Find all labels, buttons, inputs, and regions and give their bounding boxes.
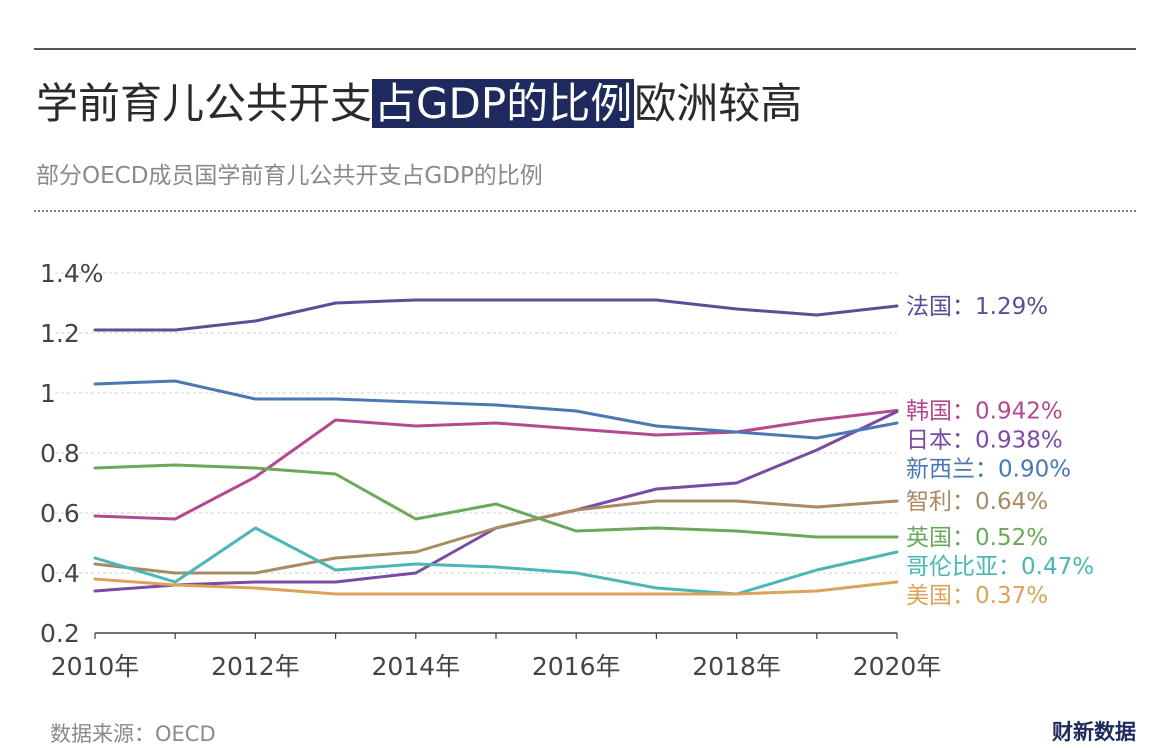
top-rule: [34, 48, 1136, 50]
series-label-日本: 日本：0.938%: [906, 427, 1063, 453]
x-tick-label: 2018年: [692, 652, 781, 681]
series-label-美国: 美国：0.37%: [906, 583, 1048, 609]
x-tick-label: 2012年: [211, 652, 300, 681]
series-line-法国: [93, 298, 899, 332]
page-title: 学前育儿公共开支占GDP的比例欧洲较高: [36, 76, 802, 132]
series-line-哥伦比亚: [93, 526, 899, 596]
series-label-法国: 法国：1.29%: [906, 294, 1048, 320]
dotted-divider: [34, 210, 1136, 212]
series-label-新西兰: 新西兰：0.90%: [906, 456, 1071, 482]
x-tick-label: 2010年: [51, 652, 140, 681]
series-line-新西兰: [93, 379, 899, 440]
x-tick-label: 2020年: [853, 652, 942, 681]
series-label-智利: 智利：0.64%: [906, 489, 1048, 515]
series-line-美国: [93, 577, 899, 596]
series-label-哥伦比亚: 哥伦比亚：0.47%: [906, 554, 1094, 580]
series-line-智利: [93, 499, 899, 575]
y-tick-label: 0.8: [40, 439, 80, 468]
y-tick-label: 0.4: [40, 559, 80, 588]
series-line-英国: [93, 463, 899, 539]
y-tick-label: 0.6: [40, 499, 80, 528]
data-source: 数据来源：OECD: [50, 722, 216, 746]
y-tick-label: 0.2: [40, 619, 80, 648]
title-pre: 学前育儿公共开支: [36, 79, 373, 128]
y-tick-label: 1.2: [40, 319, 80, 348]
series-label-韩国: 韩国：0.942%: [906, 398, 1063, 424]
x-tick-label: 2014年: [371, 652, 460, 681]
series-layer: [93, 298, 899, 596]
series-label-layer: 法国：1.29% 韩国：0.942% 日本：0.938% 新西兰：0.90% 智利：0.…: [906, 294, 1094, 609]
axis-layer: 0.2 0.4 0.6 0.8 1 1.2 1.4% 2010年 2012年 2014年 2016年…: [40, 259, 941, 681]
brand-logo: 财新数据: [1052, 720, 1136, 744]
x-tick-label: 2016年: [532, 652, 621, 681]
title-post: 欧洲较高: [634, 79, 803, 128]
series-line-韩国: [93, 408, 899, 521]
title-highlight: 占GDP的比例: [372, 79, 635, 128]
page-subtitle: 部分OECD成员国学前育儿公共开支占GDP的比例: [36, 163, 543, 189]
y-tick-label: 1: [40, 379, 56, 408]
series-line-日本: [93, 410, 899, 593]
y-tick-label: 1.4%: [40, 259, 104, 288]
series-label-英国: 英国：0.52%: [906, 525, 1048, 551]
